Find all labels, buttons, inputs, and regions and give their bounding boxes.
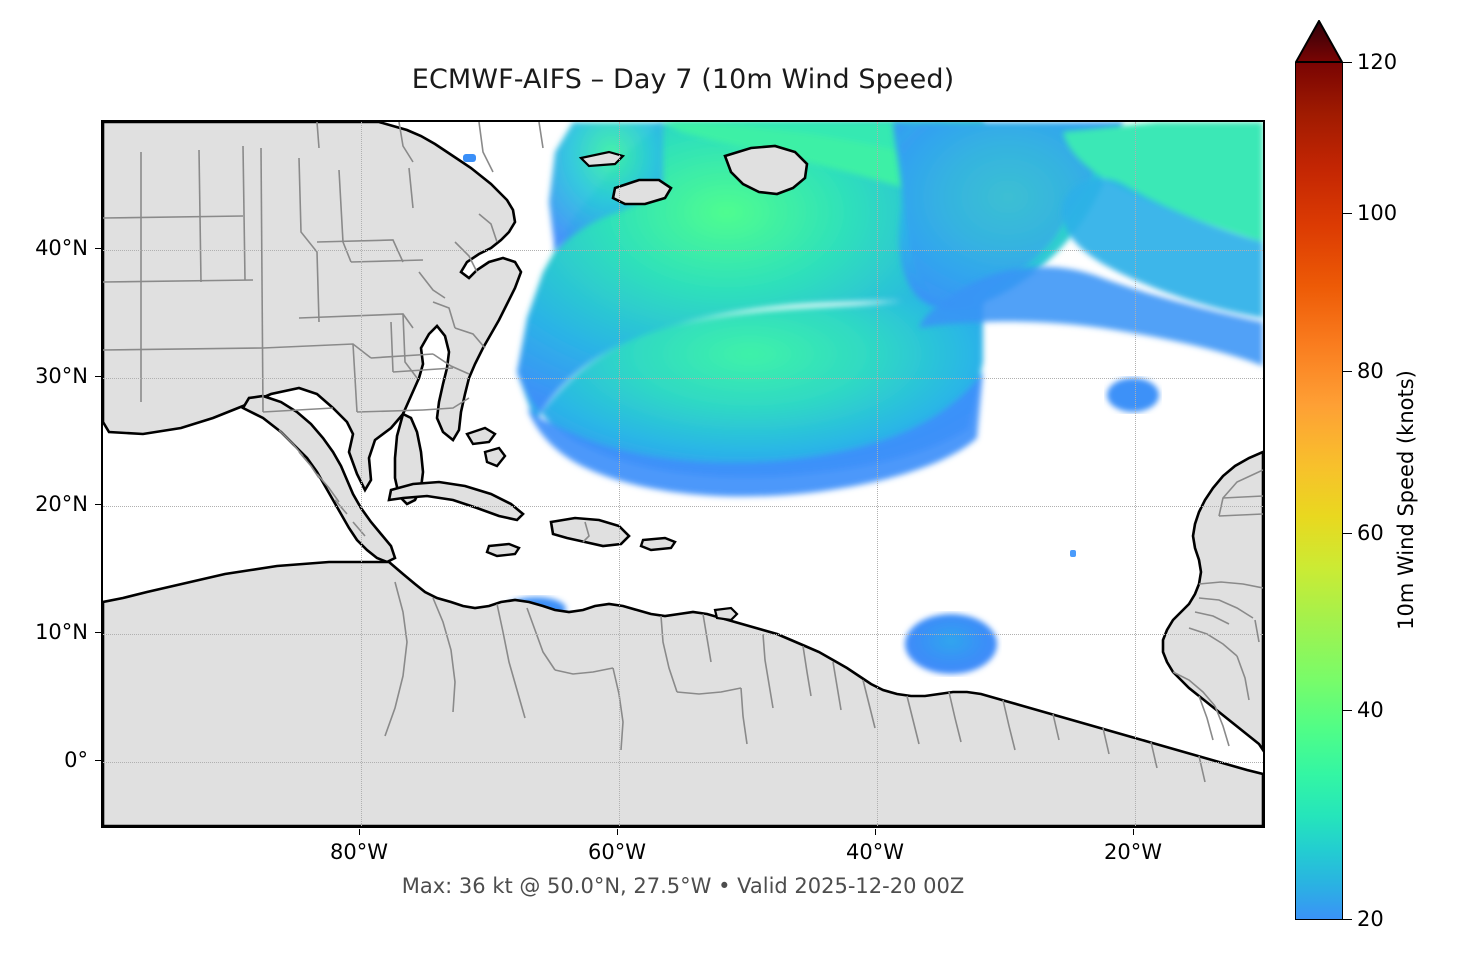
landmass-hispaniola — [549, 516, 631, 548]
colorbar-label-20: 20 — [1357, 907, 1384, 931]
wind-region-gulf-of-maine — [549, 122, 663, 252]
colorbar-label-60: 60 — [1357, 521, 1384, 545]
ytick-label-30n: 30°N — [35, 364, 88, 388]
colorbar-tick-100 — [1343, 213, 1352, 214]
wind-region-central-atlantic-blue — [899, 122, 1109, 299]
landmass-west-africa — [1161, 450, 1263, 753]
gridline-lat-20n — [103, 506, 1263, 507]
xtick-mark-80w — [359, 829, 360, 835]
landmass-south-america — [103, 560, 1263, 826]
figure-subtitle: Max: 36 kt @ 50.0°N, 27.5°W • Valid 2025… — [401, 874, 965, 898]
wind-patch-great-lakes — [463, 154, 476, 162]
gridline-lon-80w — [361, 122, 362, 826]
xtick-mark-20w — [1133, 829, 1134, 835]
colorbar-axis-label: 10m Wind Speed (knots) — [1394, 370, 1418, 630]
land-geography — [103, 122, 1263, 826]
wind-region-gulf-stream — [517, 272, 983, 477]
landmass-jamaica — [485, 542, 521, 558]
xtick-label-80w: 80°W — [330, 840, 388, 864]
colorbar-tick-80 — [1343, 371, 1352, 372]
colorbar-extend-arrow — [1295, 20, 1343, 63]
landmass-puerto-rico — [639, 536, 677, 552]
landmass-nova-scotia — [611, 178, 673, 206]
landmass-trinidad — [713, 606, 739, 622]
ytick-label-20n: 20°N — [35, 492, 88, 516]
page-title: ECMWF-AIFS – Day 7 (10m Wind Speed) — [411, 64, 955, 95]
xtick-label-20w: 20°W — [1104, 840, 1162, 864]
wind-region-southern-edge — [527, 372, 983, 497]
landmass-north-america — [103, 122, 523, 493]
wind-region-ne-atlantic-tail — [919, 266, 1263, 366]
ytick-mark-40n — [95, 248, 101, 249]
gridline-lon-20w — [1135, 122, 1136, 826]
gridline-lat-40n — [103, 250, 1263, 251]
ytick-mark-10n — [95, 632, 101, 633]
xtick-mark-40w — [875, 829, 876, 835]
map-plot-area — [103, 122, 1263, 826]
ytick-label-10n: 10°N — [35, 620, 88, 644]
colorbar-label-100: 100 — [1357, 201, 1398, 225]
ytick-mark-30n — [95, 376, 101, 377]
landmass-cuba — [387, 480, 525, 522]
political-borders — [103, 122, 1263, 783]
xtick-label-40w: 40°W — [846, 840, 904, 864]
landmass-bahamas — [465, 426, 507, 468]
landmass-central-america — [241, 394, 397, 564]
wind-speck-mid-atlantic — [1070, 550, 1076, 557]
ytick-mark-20n — [95, 504, 101, 505]
gridline-lon-40w — [877, 122, 878, 826]
colorbar-tick-120 — [1343, 62, 1352, 63]
landmass-florida — [393, 412, 425, 506]
colorbar-label-120: 120 — [1357, 50, 1398, 74]
colorbar-tick-40 — [1343, 710, 1352, 711]
map-axes — [101, 120, 1265, 828]
colorbar: 120 100 80 60 40 20 — [1295, 20, 1397, 931]
colorbar-gradient — [1295, 62, 1343, 920]
colorbar-tick-60 — [1343, 533, 1352, 534]
gridline-lat-10n — [103, 634, 1263, 635]
gridline-lat-30n — [103, 378, 1263, 379]
xtick-mark-60w — [617, 829, 618, 835]
wind-patch-tropical-atlantic — [905, 614, 997, 674]
wind-eddy-38n-27w — [1107, 378, 1159, 412]
ytick-label-0: 0° — [64, 748, 88, 772]
ytick-mark-0 — [95, 760, 101, 761]
xtick-label-60w: 60°W — [588, 840, 646, 864]
colorbar-tick-20 — [1343, 919, 1352, 920]
ytick-label-40n: 40°N — [35, 236, 88, 260]
wind-region-ne-atlantic-lower — [1061, 178, 1263, 318]
wind-region-ne-atlantic — [1063, 122, 1263, 242]
colorbar-label-40: 40 — [1357, 698, 1384, 722]
wind-speed-field — [264, 122, 1263, 674]
gridline-lat-0 — [103, 762, 1263, 763]
landmass-newfoundland — [723, 144, 809, 196]
colorbar-label-80: 80 — [1357, 359, 1384, 383]
gridline-lon-60w — [619, 122, 620, 826]
